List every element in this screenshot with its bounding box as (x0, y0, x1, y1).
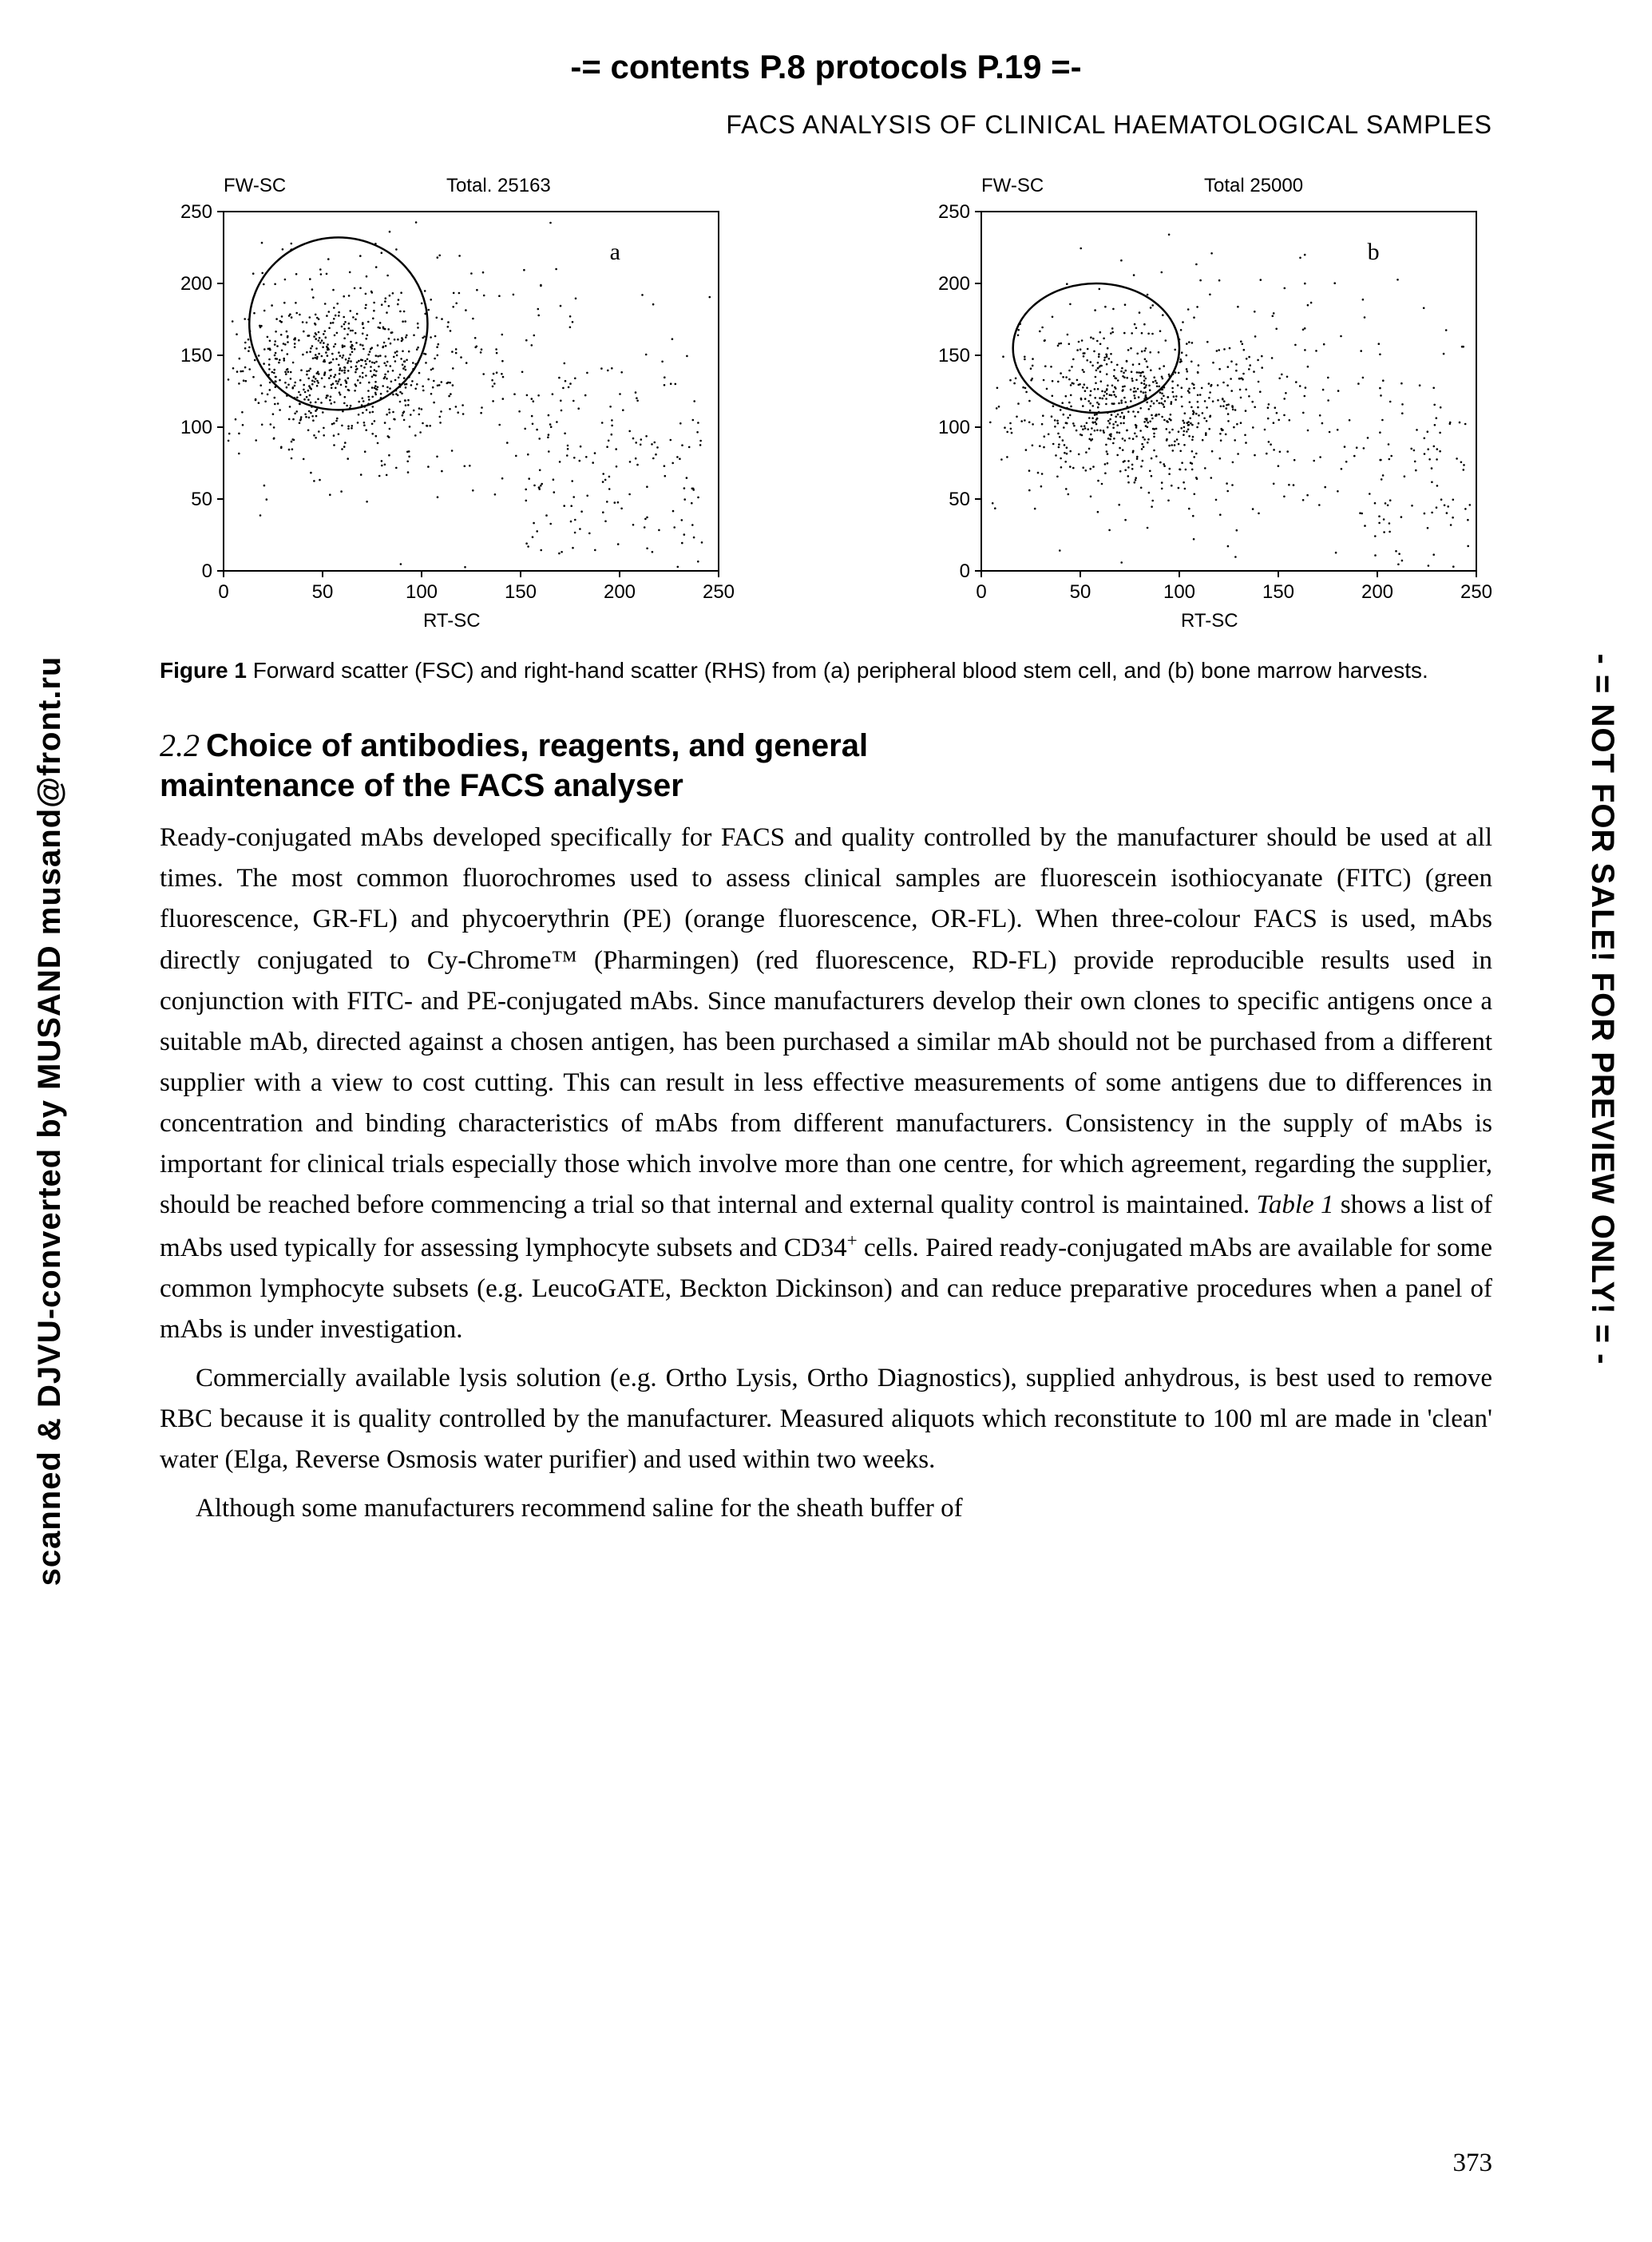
svg-text:Total 25000: Total 25000 (1204, 175, 1303, 196)
running-head: FACS ANALYSIS OF CLINICAL HAEMATOLOGICAL… (160, 110, 1492, 140)
section-heading: 2.2Choice of antibodies, reagents, and g… (160, 726, 1492, 806)
svg-text:50: 50 (949, 489, 970, 510)
section-number: 2.2 (160, 727, 200, 763)
section-title-line2: maintenance of the FACS analyser (160, 768, 683, 803)
svg-text:150: 150 (180, 345, 212, 366)
svg-text:50: 50 (1070, 581, 1091, 603)
body-paragraph-1: Ready-conjugated mAbs developed specific… (160, 818, 1492, 1350)
svg-text:100: 100 (406, 581, 438, 603)
table-1-ref: Table 1 (1257, 1190, 1334, 1219)
svg-text:FW-SC: FW-SC (224, 175, 286, 196)
scatter-plot-b: FW-SC Total 25000 0 50 100 150 200 250 0 50 100 150… (917, 172, 1492, 635)
cd34-superscript: + (847, 1230, 858, 1250)
page-number: 373 (1453, 2149, 1493, 2178)
svg-text:50: 50 (191, 489, 212, 510)
svg-text:0: 0 (960, 560, 970, 582)
svg-text:150: 150 (938, 345, 970, 366)
svg-text:250: 250 (938, 201, 970, 223)
top-nav-links[interactable]: -= contents P.8 protocols P.19 =- (160, 48, 1492, 86)
figure-caption-text: Forward scatter (FSC) and right-hand sca… (247, 658, 1428, 683)
section-title-line1: Choice of antibodies, reagents, and gene… (206, 728, 868, 763)
figure-1-panel-a: FW-SC Total. 25163 0 50 100 150 200 250 0 50 100 15… (160, 172, 735, 639)
svg-text:b: b (1368, 239, 1380, 265)
svg-text:Total. 25163: Total. 25163 (446, 175, 551, 196)
svg-text:150: 150 (1262, 581, 1294, 603)
svg-text:250: 250 (1460, 581, 1492, 603)
body-paragraph-2: Commercially available lysis solution (e… (160, 1358, 1492, 1480)
svg-text:200: 200 (180, 273, 212, 295)
svg-text:RT-SC: RT-SC (1181, 610, 1238, 632)
body-paragraph-3: Although some manufacturers recommend sa… (160, 1488, 1492, 1529)
svg-text:200: 200 (604, 581, 636, 603)
svg-text:200: 200 (1361, 581, 1393, 603)
svg-text:200: 200 (938, 273, 970, 295)
svg-text:150: 150 (505, 581, 537, 603)
scatter-plot-a: FW-SC Total. 25163 0 50 100 150 200 250 0 50 100 15… (160, 172, 735, 635)
svg-text:RT-SC: RT-SC (423, 610, 481, 632)
svg-text:a: a (610, 239, 620, 265)
figure-1-panel-b: FW-SC Total 25000 0 50 100 150 200 250 0 50 100 150… (917, 172, 1492, 639)
figure-1: FW-SC Total. 25163 0 50 100 150 200 250 0 50 100 15… (160, 172, 1492, 639)
svg-text:100: 100 (180, 417, 212, 438)
svg-text:100: 100 (938, 417, 970, 438)
svg-text:250: 250 (180, 201, 212, 223)
figure-1-caption: Figure 1 Forward scatter (FSC) and right… (160, 655, 1492, 686)
svg-text:0: 0 (218, 581, 228, 603)
figure-label: Figure 1 (160, 658, 247, 683)
page-content: -= contents P.8 protocols P.19 =- FACS A… (0, 0, 1652, 1586)
svg-text:FW-SC: FW-SC (981, 175, 1044, 196)
p1-part-a: Ready-conjugated mAbs developed specific… (160, 823, 1492, 1219)
svg-text:0: 0 (976, 581, 986, 603)
svg-text:50: 50 (312, 581, 334, 603)
svg-text:100: 100 (1163, 581, 1195, 603)
svg-text:250: 250 (703, 581, 735, 603)
svg-text:0: 0 (202, 560, 212, 582)
